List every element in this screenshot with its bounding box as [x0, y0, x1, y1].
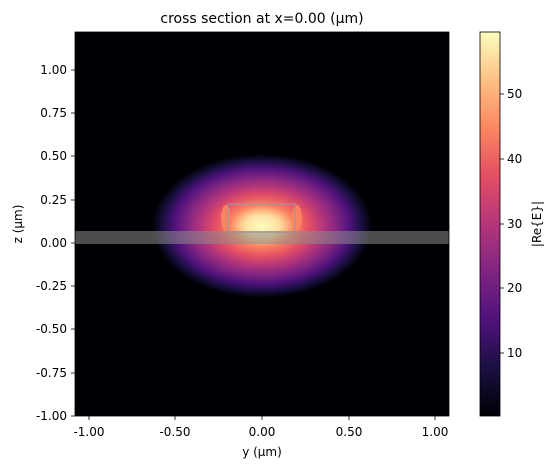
colorbar: 10 20 30 40 50 |Re{E}|: [479, 31, 544, 417]
colorbar-label: |Re{E}|: [530, 201, 544, 247]
y-tick-label: 0.25: [40, 193, 67, 207]
y-axis: 1.00 0.75 0.50 0.25 0.00 -0.25 -0.50 -0.…: [11, 63, 75, 423]
colorbar-tick-label: 30: [507, 217, 522, 231]
x-tick-label: 0.00: [249, 425, 276, 439]
mode-edge-right: [292, 205, 302, 231]
x-axis: -1.00 -0.50 0.00 0.50 1.00 y (μm): [73, 416, 448, 459]
y-tick-label: 1.00: [40, 63, 67, 77]
y-tick-label: 0.75: [40, 106, 67, 120]
colorbar-tick-label: 50: [507, 87, 522, 101]
slab-layer: [75, 231, 449, 244]
x-tick-label: -0.50: [159, 425, 190, 439]
colorbar-tick-label: 10: [507, 346, 522, 360]
x-tick-label: 1.00: [422, 425, 449, 439]
y-tick-label: -0.25: [36, 279, 67, 293]
mode-edge-left: [221, 205, 231, 231]
x-axis-label: y (μm): [242, 445, 282, 459]
chart-title: cross section at x=0.00 (μm): [160, 11, 363, 27]
x-tick-label: 0.50: [336, 425, 363, 439]
colorbar-tick-label: 20: [507, 281, 522, 295]
y-tick-label: 0.50: [40, 149, 67, 163]
colorbar-tick-label: 40: [507, 152, 522, 166]
x-tick-label: -1.00: [73, 425, 104, 439]
colorbar-gradient: [479, 31, 501, 417]
y-tick-label: 0.00: [40, 236, 67, 250]
y-tick-label: -0.75: [36, 366, 67, 380]
y-tick-label: -0.50: [36, 322, 67, 336]
y-tick-label: -1.00: [36, 409, 67, 423]
y-axis-label: z (μm): [11, 205, 25, 244]
heatmap-area: [75, 32, 449, 416]
